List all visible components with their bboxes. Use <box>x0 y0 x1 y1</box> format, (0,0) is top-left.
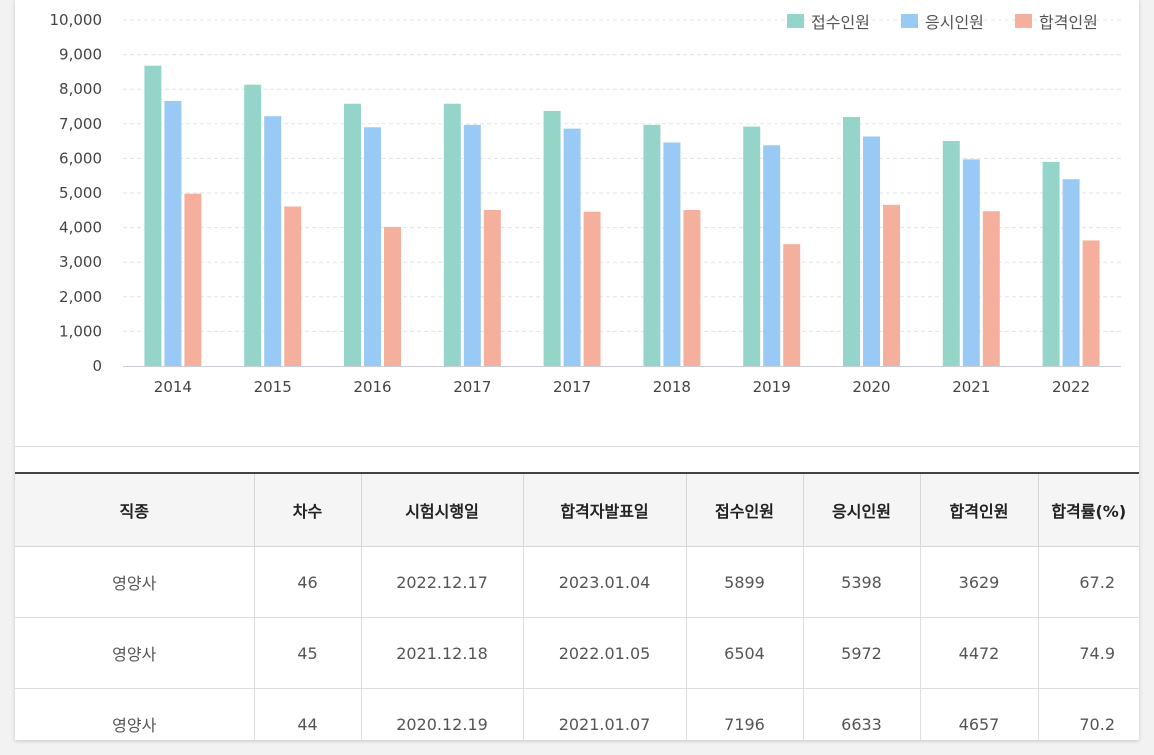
cell-passers: 4472 <box>920 617 1039 689</box>
bar <box>962 159 980 366</box>
cell-exam-date: 2020.12.19 <box>361 688 524 740</box>
cell-applicants: 7196 <box>686 688 804 740</box>
x-tick-label: 2017 <box>453 378 491 396</box>
bar <box>982 211 1000 366</box>
bar <box>783 244 801 366</box>
bar <box>244 84 262 367</box>
y-tick-label: 2,000 <box>59 288 102 306</box>
y-tick-label: 7,000 <box>59 115 102 133</box>
bar <box>264 116 282 366</box>
table-row: 영양사 45 2021.12.18 2022.01.05 6504 5972 4… <box>15 617 1139 689</box>
bar <box>563 128 581 366</box>
x-tick-label: 2022 <box>1052 378 1090 396</box>
bar <box>583 211 601 366</box>
exam-stats-table: 직종 차수 시험시행일 합격자발표일 접수인원 응시인원 합격인원 합격률(%)… <box>15 472 1139 740</box>
cell-applicants: 6504 <box>686 617 804 689</box>
legend-label: 접수인원 <box>811 13 870 32</box>
bar <box>1042 161 1060 366</box>
content-card: 0 1,000 2,000 3,000 4,000 5,000 6,000 7,000 8,00… <box>15 0 1139 740</box>
bar <box>384 226 401 366</box>
cell-applicants: 5899 <box>686 546 804 618</box>
bar <box>443 103 461 367</box>
table-row: 영양사 44 2020.12.19 2021.01.07 7196 6633 4… <box>15 688 1139 740</box>
x-tick-label: 2021 <box>952 378 990 396</box>
legend-swatch <box>1015 14 1032 28</box>
header-applicants: 접수인원 <box>686 472 804 547</box>
cell-announcement-date: 2021.01.07 <box>523 688 687 740</box>
cell-examinees: 6633 <box>803 688 921 740</box>
legend-label: 합격인원 <box>1039 13 1098 32</box>
legend-label: 응시인원 <box>925 13 984 32</box>
bar <box>463 124 481 366</box>
x-tick-label: 2020 <box>852 378 890 396</box>
header-passers: 합격인원 <box>920 472 1039 547</box>
bar <box>184 193 202 366</box>
x-tick-label: 2014 <box>154 378 192 396</box>
y-tick-label: 1,000 <box>59 322 102 340</box>
bar <box>284 206 302 366</box>
x-tick-label: 2019 <box>753 378 791 396</box>
cell-pass-rate: 70.2 <box>1038 688 1139 740</box>
cell-examinees: 5398 <box>803 546 921 618</box>
cell-job-type: 영양사 <box>15 688 255 740</box>
header-exam-date: 시험시행일 <box>361 472 524 547</box>
section-divider <box>15 446 1139 447</box>
legend-swatch <box>787 14 804 28</box>
y-tick-label: 3,000 <box>59 253 102 271</box>
bar <box>1062 179 1080 366</box>
bar <box>763 145 781 366</box>
header-job-type: 직종 <box>15 472 255 547</box>
cell-exam-date: 2022.12.17 <box>361 546 524 618</box>
y-tick-label: 4,000 <box>59 219 102 237</box>
cell-pass-rate: 74.9 <box>1038 617 1139 689</box>
cell-round: 46 <box>254 546 362 618</box>
bar-chart: 0 1,000 2,000 3,000 4,000 5,000 6,000 7,000 8,00… <box>50 11 1121 396</box>
x-tick-label: 2016 <box>353 378 391 396</box>
bar <box>364 127 381 366</box>
bar <box>164 100 182 367</box>
y-tick-label: 9,000 <box>59 46 102 64</box>
bar <box>663 142 681 366</box>
bar <box>942 140 960 366</box>
bar <box>843 117 860 366</box>
y-tick-label: 10,000 <box>50 11 103 29</box>
bar <box>683 209 701 366</box>
y-tick-label: 6,000 <box>59 149 102 167</box>
cell-announcement-date: 2023.01.04 <box>523 546 687 618</box>
bar <box>863 136 880 366</box>
y-tick-label: 8,000 <box>59 80 102 98</box>
x-tick-label: 2015 <box>254 378 292 396</box>
bar <box>543 110 561 366</box>
y-tick-label: 0 <box>92 357 102 375</box>
bar <box>344 103 361 367</box>
x-tick-label: 2018 <box>653 378 691 396</box>
cell-announcement-date: 2022.01.05 <box>523 617 687 689</box>
cell-passers: 3629 <box>920 546 1039 618</box>
cell-job-type: 영양사 <box>15 546 255 618</box>
table-header-row: 직종 차수 시험시행일 합격자발표일 접수인원 응시인원 합격인원 합격률(%) <box>15 472 1139 547</box>
legend-swatch <box>901 14 918 28</box>
bar <box>743 126 761 367</box>
bar <box>643 124 661 366</box>
cell-round: 44 <box>254 688 362 740</box>
x-tick-label: 2017 <box>553 378 591 396</box>
cell-passers: 4657 <box>920 688 1039 740</box>
cell-exam-date: 2021.12.18 <box>361 617 524 689</box>
cell-pass-rate: 67.2 <box>1038 546 1139 618</box>
bar <box>1082 240 1100 366</box>
header-round: 차수 <box>254 472 362 547</box>
header-pass-rate: 합격률(%) <box>1038 472 1139 547</box>
bar <box>483 209 501 366</box>
y-tick-label: 5,000 <box>59 184 102 202</box>
cell-examinees: 5972 <box>803 617 921 689</box>
header-examinees: 응시인원 <box>803 472 921 547</box>
header-announcement-date: 합격자발표일 <box>523 472 687 547</box>
table-row: 영양사 46 2022.12.17 2023.01.04 5899 5398 3… <box>15 546 1139 618</box>
cell-job-type: 영양사 <box>15 617 255 689</box>
bar <box>144 65 162 366</box>
cell-round: 45 <box>254 617 362 689</box>
bar <box>883 204 900 366</box>
